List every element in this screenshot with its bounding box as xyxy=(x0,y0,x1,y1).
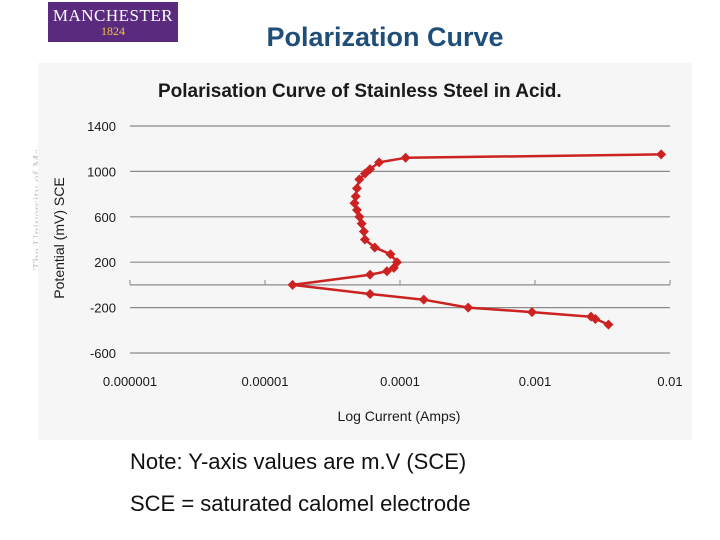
logo-name: MANCHESTER xyxy=(52,6,174,25)
data-point xyxy=(385,249,396,260)
data-point xyxy=(400,152,411,163)
polarization-chart: Polarisation Curve of Stainless Steel in… xyxy=(51,81,683,424)
data-point xyxy=(603,319,614,330)
data-point xyxy=(350,191,361,202)
data-point xyxy=(590,313,601,324)
data-point xyxy=(463,302,474,313)
data-point xyxy=(351,183,362,194)
y-tick-label: -600 xyxy=(90,346,116,361)
university-logo: MANCHESTER 1824 xyxy=(48,2,178,42)
y-tick-label: 600 xyxy=(94,210,116,225)
slide-title: Polarization Curve xyxy=(266,22,504,52)
data-point xyxy=(365,164,376,175)
series-line xyxy=(291,153,662,326)
data-point xyxy=(356,218,367,229)
data-point xyxy=(359,234,370,245)
data-point xyxy=(391,257,402,268)
note-line-2: SCE = saturated calomel electrode xyxy=(130,491,471,516)
y-tick-label: 1000 xyxy=(87,164,116,179)
x-tick-label: 0.001 xyxy=(519,374,552,389)
y-tick-label: 200 xyxy=(94,255,116,270)
data-point xyxy=(354,174,365,185)
note-line-1: Note: Y-axis values are m.V (SCE) xyxy=(130,449,467,474)
y-tick-label: 1400 xyxy=(87,119,116,134)
x-tick-label: 0.0001 xyxy=(380,374,420,389)
data-point xyxy=(418,294,429,305)
data-point xyxy=(374,157,385,168)
data-point xyxy=(359,168,370,179)
data-point xyxy=(526,307,537,318)
data-point xyxy=(365,269,376,280)
x-axis-label: Log Current (Amps) xyxy=(338,408,461,424)
x-tick-label: 0.01 xyxy=(657,374,682,389)
data-point xyxy=(358,226,369,237)
data-point xyxy=(287,279,298,290)
data-point xyxy=(369,242,380,253)
y-axis-label: Potential (mV) SCE xyxy=(51,177,67,298)
y-tick-label: -200 xyxy=(90,301,116,316)
x-tick-label: 0.00001 xyxy=(242,374,289,389)
chart-title: Polarisation Curve of Stainless Steel in… xyxy=(158,81,562,102)
data-point xyxy=(365,288,376,299)
logo-year: 1824 xyxy=(101,24,125,38)
x-tick-label: 0.000001 xyxy=(103,374,157,389)
chart-panel: Polarisation Curve of Stainless Steel in… xyxy=(38,63,692,440)
data-point xyxy=(388,262,399,273)
data-point xyxy=(381,266,392,277)
data-point xyxy=(656,149,667,160)
